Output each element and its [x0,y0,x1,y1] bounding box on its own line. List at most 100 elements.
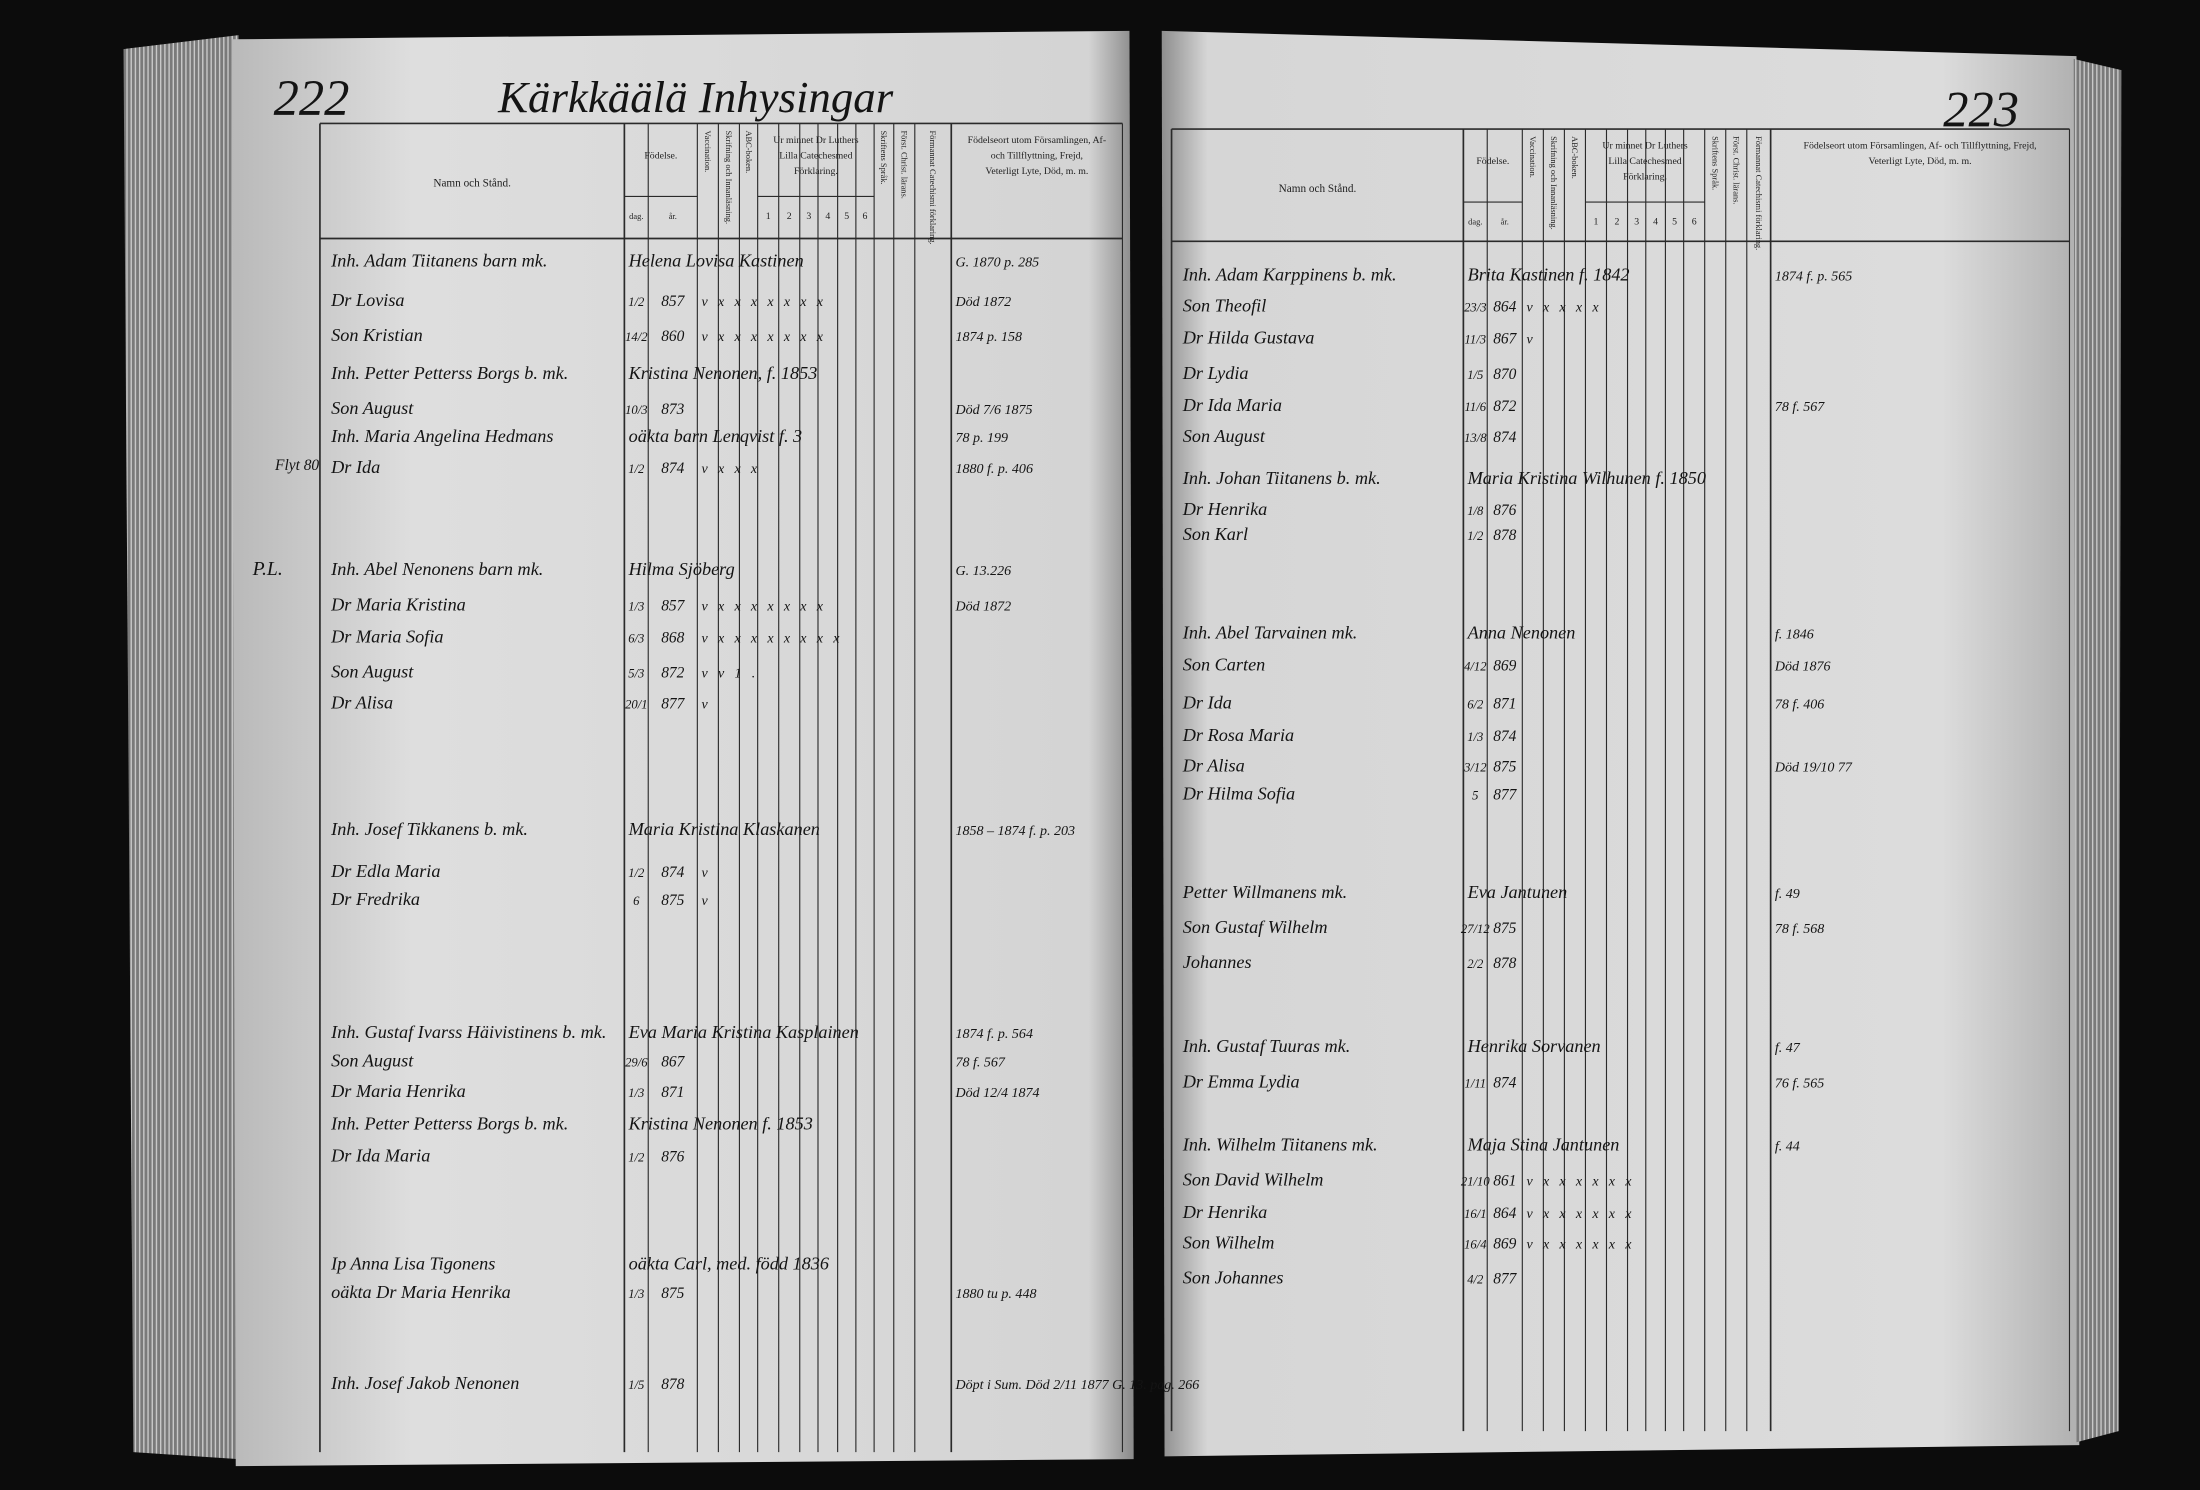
header-notes: Födelseort utom Församlingen, Af- och Ti… [1804,141,2037,167]
entry-year: 869 [1493,1236,1516,1253]
entry-name: Dr Hilma Sofia [1182,784,1295,804]
header-reading: Skrifning och Innanläsning. [1549,136,1558,230]
entry-name: Dr Rosa Maria [1182,725,1294,745]
entry-name: Inh. Petter Petterss Borgs b. mk. [330,1113,568,1133]
entry-marks: v x x x x x x [1527,1237,1635,1253]
entry-name: Son August [331,398,414,418]
entry-note: Död 12/4 1874 [954,1085,1039,1101]
entry-note: Död 1876 [1774,659,1831,675]
entry-day: 1/3 [1467,730,1483,744]
entry-day: 1/2 [1467,529,1484,543]
header-part: 1 [766,211,771,222]
entry-year: 878 [1493,955,1516,972]
entry-name: Inh. Maria Angelina Hedmans [330,426,553,446]
entry-year: 877 [661,696,685,713]
entry-note: 78 f. 567 [955,1054,1005,1070]
entry-name: Dr Ida Maria [1182,395,1282,415]
entry-spouse: Maja Stina Jantunen [1467,1134,1620,1154]
entry-day: 1/2 [628,1151,645,1165]
entry-note: 76 f. 565 [1775,1075,1824,1091]
entry-year: 877 [1493,1271,1517,1288]
right-page [1161,30,2080,1457]
entry-spouse: Henrika Sorvanen [1467,1036,1601,1056]
entry-note: 1880 tu p. 448 [955,1286,1036,1302]
entry-day: 1/8 [1467,504,1484,518]
entry-year: 875 [1493,920,1516,937]
header-part: 3 [1634,216,1639,227]
entry-year: 875 [661,1285,684,1302]
header-birth: Födelse. [1476,156,1509,167]
entry-name: Dr Henrika [1182,499,1268,519]
entry-spouse: Maria Kristina Klaskanen [628,819,820,839]
entry-day: 1/3 [628,1086,644,1100]
header-scripture: Skriftens Språk. [1710,136,1719,190]
header-name: Namn och Stånd. [1279,183,1357,195]
margin-note: P.L. [252,558,283,580]
header-communion: Förmannat Catechismi förklaring. [928,130,937,244]
entry-name: Son August [331,662,414,682]
entry-day: 11/6 [1465,400,1487,414]
header-birth: Födelse. [644,151,677,162]
entry-name: Dr Henrika [1182,1202,1268,1222]
entry-note: Död 19/10 77 [1774,760,1853,776]
entry-note: Död 7/6 1875 [954,402,1032,418]
entry-year: 877 [1493,787,1517,804]
entry-marks: v x x x x x x x x [702,631,843,647]
entry-day: 16/1 [1464,1207,1486,1221]
entry-day: 4/12 [1464,660,1487,674]
entry-name: Dr Lydia [1182,363,1249,383]
entry-name: Inh. Adam Tiitanens barn mk. [330,251,547,271]
header-reading: Skrifning och Innanläsning. [724,130,733,224]
entry-year: 874 [1493,728,1516,745]
entry-note: f. 49 [1775,886,1800,902]
entry-spouse: Hilma Sjöberg [628,559,735,579]
entry-year: 875 [661,892,684,909]
entry-day: 1/2 [628,866,645,880]
entry-note: Död 1872 [954,598,1011,614]
entry-name: Inh. Wilhelm Tiitanens mk. [1182,1134,1378,1154]
entry-marks: v x x x x x x x [702,294,827,310]
entry-note: 1858 – 1874 f. p. 203 [955,823,1075,839]
entry-day: 10/3 [625,403,647,417]
entry-name: Dr Emma Lydia [1182,1071,1300,1091]
entry-day: 11/3 [1465,333,1486,347]
entry-name: Dr Maria Henrika [330,1081,466,1101]
header-abc: ABC-boken. [744,130,753,173]
entry-year: 874 [1493,429,1516,446]
entry-day: 1/5 [1467,368,1483,382]
entry-name: Dr Hilda Gustava [1182,328,1315,348]
entry-year: 864 [1493,298,1516,315]
entry-spouse: Kristina Nenonen f. 1853 [628,1113,813,1133]
entry-name: Son Wilhelm [1183,1233,1275,1253]
entry-spouse: Anna Nenonen [1467,622,1576,642]
entry-year: 871 [661,1084,684,1101]
entry-day: 20/1 [625,698,647,712]
header-catechism: Ur minnet Dr Luthers Lilla Catechesmed För… [773,135,858,177]
header-year: år. [1501,217,1509,226]
entry-note: 78 p. 199 [955,430,1008,446]
entry-day: 5 [1472,789,1478,803]
header-part: 2 [1615,216,1620,227]
entry-name: Dr Maria Kristina [330,594,466,614]
header-name: Namn och Stånd. [433,178,511,190]
entry-spouse: Eva Maria Kristina Kasplainen [628,1022,859,1042]
entry-year: 857 [661,597,685,614]
header-part: 3 [806,211,811,222]
entry-name: Ip Anna Lisa Tigonens [330,1254,495,1274]
entry-name: Son August [331,1050,414,1070]
entry-marks: v x x x x [1527,299,1602,315]
entry-marks: v x x x x x x x [702,329,827,345]
entry-note: 78 f. 568 [1775,921,1824,937]
entry-year: 878 [661,1376,684,1393]
entry-day: 1/2 [628,462,645,476]
entry-marks: v x x x [702,461,761,477]
entry-name: Inh. Gustaf Ivarss Häivistinens b. mk. [330,1022,606,1042]
entry-name: Dr Ida [1182,693,1232,713]
entry-note: 1874 f. p. 565 [1775,269,1852,285]
entry-year: 871 [1493,696,1516,713]
header-part: 2 [787,211,792,222]
entry-name: Inh. Johan Tiitanens b. mk. [1182,468,1381,488]
header-vaccination: Vaccination. [703,130,712,172]
entry-year: 857 [661,293,685,310]
header-part: 6 [863,211,868,222]
